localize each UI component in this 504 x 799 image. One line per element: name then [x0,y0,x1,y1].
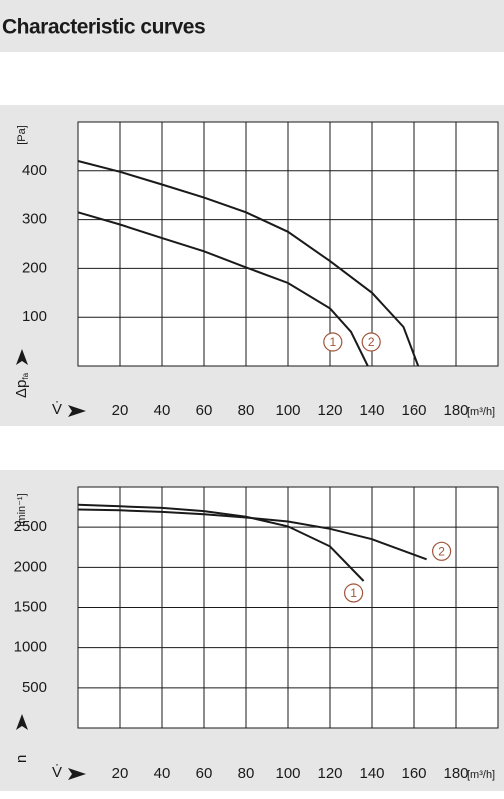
curve-marker [344,583,364,603]
header-title: Characteristic curves [2,16,205,39]
y-axis-symbol: n [13,755,30,763]
x-tick-label: 60 [196,402,213,419]
y-axis-unit: [min⁻¹] [16,493,28,526]
y-axis-symbol: Δp [13,380,30,398]
y-tick-label: 500 [22,679,47,696]
y-tick-label: 1500 [14,598,47,615]
y-arrow [16,714,28,730]
x-axis-unit: [m³/h] [467,769,495,781]
y-arrow [16,349,28,365]
curve [77,503,365,582]
x-axis-label: V̇ [52,764,62,781]
curve-marker [323,332,343,352]
curve [77,160,420,367]
x-axis-label: V̇ [52,401,62,418]
x-tick-label: 100 [275,402,300,419]
x-arrow [68,405,86,417]
x-tick-label: 140 [359,765,384,782]
y-axis-subscript: fa [21,372,30,379]
curve [77,211,369,367]
curve-label: 2 [368,335,375,349]
x-arrow [68,768,86,780]
curve [77,508,427,561]
curve-label: 1 [329,335,336,349]
y-tick-label: 400 [22,162,47,179]
x-tick-label: 40 [154,402,171,419]
y-axis-label: Δpfa [13,372,30,398]
x-tick-label: 60 [196,765,213,782]
x-tick-label: 160 [401,402,426,419]
y-tick-label: 1000 [14,639,47,656]
x-tick-label: 20 [112,402,129,419]
curve-label: 1 [350,586,357,600]
y-axis-unit: [Pa] [16,125,28,145]
y-tick-label: 300 [22,211,47,228]
x-tick-label: 80 [238,402,255,419]
y-tick-label: 2500 [14,518,47,535]
x-tick-label: 180 [443,765,468,782]
x-axis-unit: [m³/h] [467,406,495,418]
y-tick-label: 100 [22,308,47,325]
x-tick-label: 20 [112,765,129,782]
x-tick-label: 40 [154,765,171,782]
x-tick-label: 80 [238,765,255,782]
x-tick-label: 120 [317,402,342,419]
curve-marker [361,332,381,352]
x-tick-label: 120 [317,765,342,782]
y-tick-label: 200 [22,259,47,276]
x-tick-label: 140 [359,402,384,419]
x-tick-label: 160 [401,765,426,782]
header-band [0,0,504,52]
x-tick-label: 100 [275,765,300,782]
y-axis-label: n [13,755,30,763]
curve-marker [432,541,452,561]
curve-label: 2 [438,544,445,558]
y-tick-label: 2000 [14,558,47,575]
x-tick-label: 180 [443,402,468,419]
